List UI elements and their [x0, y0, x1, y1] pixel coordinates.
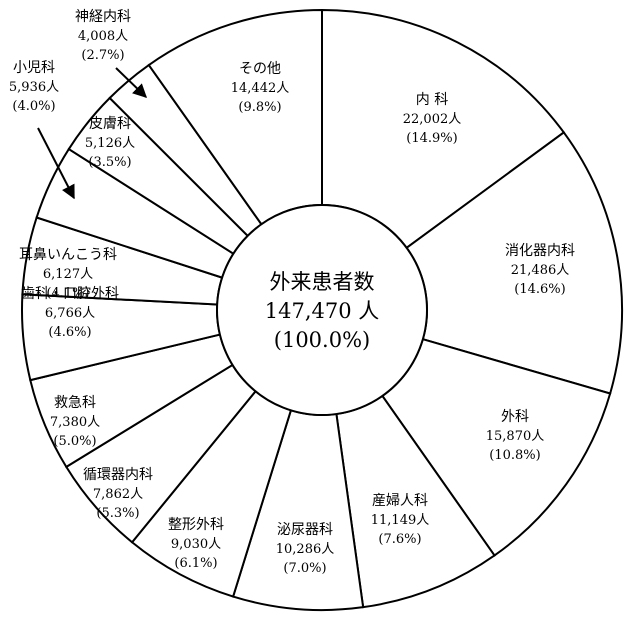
slice-percent: (14.6%)	[514, 282, 565, 297]
slice-count: 21,486人	[511, 263, 570, 278]
leader-arrow-12	[115, 67, 148, 98]
slice-count: 11,149人	[371, 513, 430, 528]
slice-label-0: 内 科 22,002人 (14.9%)	[403, 92, 462, 146]
slice-label-10: 小児科 5,936人 (4.0%)	[9, 60, 59, 114]
slice-name: 消化器内科	[505, 243, 575, 259]
slice-count: 7,862人	[93, 487, 143, 502]
slice-count: 6,766人	[45, 306, 95, 321]
center-label: 外来患者数 147,470 人 (100.0%)	[265, 270, 380, 352]
slice-name: 泌尿器科	[277, 522, 333, 538]
slice-name: 循環器内科	[83, 467, 153, 483]
slice-percent: (4.0%)	[12, 99, 55, 114]
slice-percent: (9.8%)	[238, 100, 281, 115]
slice-label-6: 循環器内科 7,862人 (5.3%)	[83, 467, 153, 521]
slice-name: 神経内科	[75, 9, 131, 25]
slice-count: 10,286人	[276, 542, 335, 557]
slice-name: 歯科・口腔外科	[21, 286, 119, 302]
slice-percent: (4.6%)	[48, 325, 91, 340]
labels-group: 内 科 22,002人 (14.9%) 消化器内科 21,486人 (14.6%) 外科 15…	[9, 9, 575, 576]
slice-label-1: 消化器内科 21,486人 (14.6%)	[505, 243, 575, 297]
slice-count: 5,936人	[9, 80, 59, 95]
slice-name: 産婦人科	[372, 492, 428, 509]
slice-percent: (5.3%)	[96, 506, 139, 521]
slice-percent: (3.5%)	[88, 155, 131, 170]
slice-count: 4,008人	[78, 29, 128, 44]
leader-arrow-10	[37, 127, 75, 200]
slice-percent: (6.1%)	[174, 556, 217, 571]
slice-percent: (2.7%)	[81, 48, 124, 63]
slices-group	[21, 8, 623, 611]
slice-count: 6,127人	[43, 267, 93, 282]
slice-count: 9,030人	[171, 537, 221, 552]
slice-name: 内 科	[416, 92, 448, 108]
slice-percent: (5.0%)	[53, 434, 96, 449]
slice-name: 整形外科	[168, 517, 224, 533]
slice-label-2: 外科 15,870人 (10.8%)	[486, 409, 545, 463]
center-total: 147,470 人	[265, 299, 380, 323]
slice-name: 小児科	[13, 60, 55, 76]
slice-name: 外科	[501, 409, 529, 425]
center-hole	[216, 204, 428, 416]
slice-count: 5,126人	[85, 136, 135, 151]
slice-label-7: 救急科 7,380人 (5.0%)	[50, 395, 100, 449]
slice-name: 皮膚科	[89, 116, 131, 132]
slice-name: 耳鼻いんこう科	[19, 246, 117, 263]
slice-count: 22,002人	[403, 112, 462, 127]
slice-label-4: 泌尿器科 10,286人 (7.0%)	[276, 522, 335, 576]
center-percent: (100.0%)	[274, 328, 370, 352]
slice-name: 救急科	[54, 395, 96, 411]
slice-count: 7,380人	[50, 415, 100, 430]
slice-label-12: 神経内科 4,008人 (2.7%)	[75, 9, 131, 63]
slice-label-11: 皮膚科 5,126人 (3.5%)	[85, 116, 135, 170]
slice-label-5: 整形外科 9,030人 (6.1%)	[168, 517, 224, 571]
center-title: 外来患者数	[270, 270, 375, 294]
slice-percent: (7.0%)	[283, 561, 326, 576]
slice-label-9: 耳鼻いんこう科 6,127人 (4.1%)	[19, 246, 117, 301]
slice-percent: (4.1%)	[46, 286, 89, 301]
slice-percent: (7.6%)	[378, 532, 421, 547]
slice-name: その他	[239, 61, 281, 77]
slice-count: 14,442人	[231, 81, 290, 96]
slice-label-3: 産婦人科 11,149人 (7.6%)	[371, 492, 430, 547]
slice-percent: (10.8%)	[489, 448, 540, 463]
slice-percent: (14.9%)	[406, 131, 457, 146]
slice-count: 15,870人	[486, 429, 545, 444]
slice-label-13: その他 14,442人 (9.8%)	[231, 61, 290, 115]
slice-label-8: 歯科・口腔外科 6,766人 (4.6%)	[21, 286, 119, 340]
